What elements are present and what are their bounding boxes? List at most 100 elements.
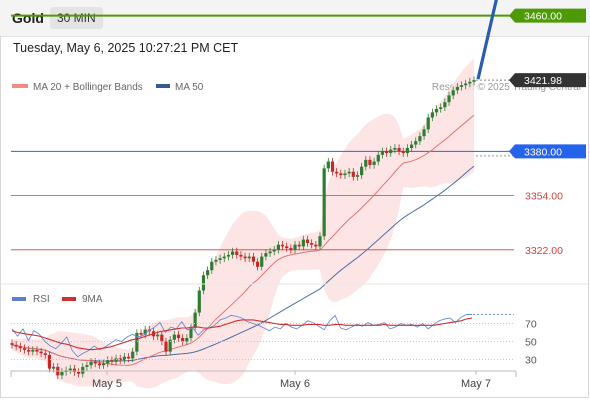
- candle-body: [255, 261, 260, 267]
- interval-button[interactable]: 30 MIN: [50, 7, 103, 29]
- candle-body: [351, 171, 355, 177]
- candle-body: [401, 151, 405, 154]
- candle-body: [451, 90, 455, 96]
- candle-body: [447, 95, 451, 103]
- candle-body: [189, 327, 193, 339]
- candle-body: [60, 371, 64, 376]
- candle-body: [181, 338, 185, 342]
- ma20-line: [11, 114, 475, 366]
- candle-body: [389, 149, 393, 154]
- credit-text: Research © 2025 Trading Central: [432, 82, 581, 93]
- candle-body: [297, 244, 301, 247]
- candle-body: [293, 244, 297, 250]
- ma9-legend-swatch: [62, 297, 76, 301]
- candle-body: [264, 253, 268, 257]
- trend-arrow-icon: [476, 0, 498, 80]
- candle-body: [405, 147, 410, 154]
- candle-body: [35, 349, 39, 352]
- candle-body: [176, 334, 181, 339]
- rsi-legend-label: RSI: [33, 294, 50, 305]
- candle-body: [222, 256, 226, 259]
- candle-body: [330, 161, 335, 172]
- candle-body: [272, 249, 276, 252]
- candle-body: [10, 343, 14, 345]
- time-label-0: May 5: [92, 378, 122, 390]
- candle-body: [164, 341, 168, 352]
- candle-body: [247, 256, 251, 259]
- candle-body: [409, 144, 414, 148]
- level-label-3380.00: 3380.00: [524, 146, 562, 158]
- ma20-legend-swatch: [12, 84, 28, 88]
- rsi-panel: 30 50 70: [11, 314, 537, 367]
- candle-body: [197, 290, 201, 313]
- level-label-3354.00: 3354.00: [525, 191, 563, 203]
- candle-body: [289, 248, 293, 250]
- candle-body: [185, 338, 189, 342]
- candle-body: [347, 171, 351, 174]
- candle-body: [314, 244, 318, 247]
- level-tag-3380.00: [515, 144, 586, 159]
- candle-body: [301, 239, 305, 247]
- candle-body: [168, 339, 172, 352]
- level-labels: 3500.003460.003421.983380.003354.003322.…: [509, 8, 586, 257]
- candle-body: [131, 351, 135, 359]
- candle-body: [31, 349, 35, 352]
- level-tag-pointer: [509, 8, 515, 23]
- candle-body: [106, 360, 110, 364]
- rsi-series-9ma: [11, 317, 473, 351]
- candle-body: [47, 355, 52, 369]
- candle-body: [43, 353, 47, 356]
- candle-body: [76, 371, 81, 374]
- rsi-series-rsi: [11, 314, 472, 358]
- level-label-3460.00: 3460.00: [524, 11, 562, 23]
- instrument-title: Gold: [12, 10, 44, 26]
- candle-body: [101, 363, 106, 366]
- candle-body: [414, 141, 418, 145]
- candle-body: [156, 334, 160, 337]
- candle-body: [339, 173, 343, 176]
- candle-body: [305, 239, 310, 244]
- candle-body: [434, 108, 439, 113]
- candle-body: [172, 334, 176, 340]
- candle-body: [459, 85, 464, 87]
- candle-body: [426, 117, 430, 130]
- candle-body: [235, 251, 239, 255]
- candle-body: [135, 332, 139, 352]
- candle-body: [360, 166, 364, 176]
- candle-body: [18, 346, 22, 349]
- ma50-legend-swatch: [156, 84, 170, 88]
- candle-body: [93, 361, 97, 364]
- candle-body: [268, 251, 272, 254]
- candle-body: [397, 147, 401, 152]
- rsi-tick-70: 70: [525, 319, 537, 331]
- candle-body: [376, 154, 380, 162]
- candle-body: [239, 254, 243, 257]
- candle-body: [72, 368, 77, 372]
- candle-body: [355, 175, 360, 177]
- candle-body: [114, 358, 118, 362]
- arrow-shaft: [476, 0, 498, 80]
- rsi-legend: RSI 9MA: [12, 294, 103, 305]
- candle-body: [260, 256, 264, 267]
- candle-body: [81, 366, 85, 374]
- ma20-legend-label: MA 20 + Bollinger Bands: [33, 82, 143, 93]
- candle-body: [472, 80, 476, 82]
- candle-body: [310, 243, 314, 245]
- candles: [10, 76, 476, 380]
- candle-body: [368, 159, 372, 165]
- rsi-tick-50: 50: [525, 337, 537, 349]
- candle-body: [230, 251, 235, 255]
- candle-body: [372, 161, 376, 165]
- candle-body: [318, 236, 322, 247]
- level-tag-3421.98: [515, 73, 586, 88]
- rsi-legend-swatch: [12, 297, 26, 301]
- candle-body: [464, 83, 468, 86]
- candle-body: [393, 147, 397, 150]
- level-tag-pointer: [509, 144, 515, 159]
- level-tag-3460.00: [515, 8, 586, 23]
- timestamp: Tuesday, May 6, 2025 10:27:21 PM CET: [13, 41, 239, 55]
- candle-body: [27, 349, 31, 352]
- candle-body: [468, 81, 472, 84]
- candle-body: [418, 136, 422, 142]
